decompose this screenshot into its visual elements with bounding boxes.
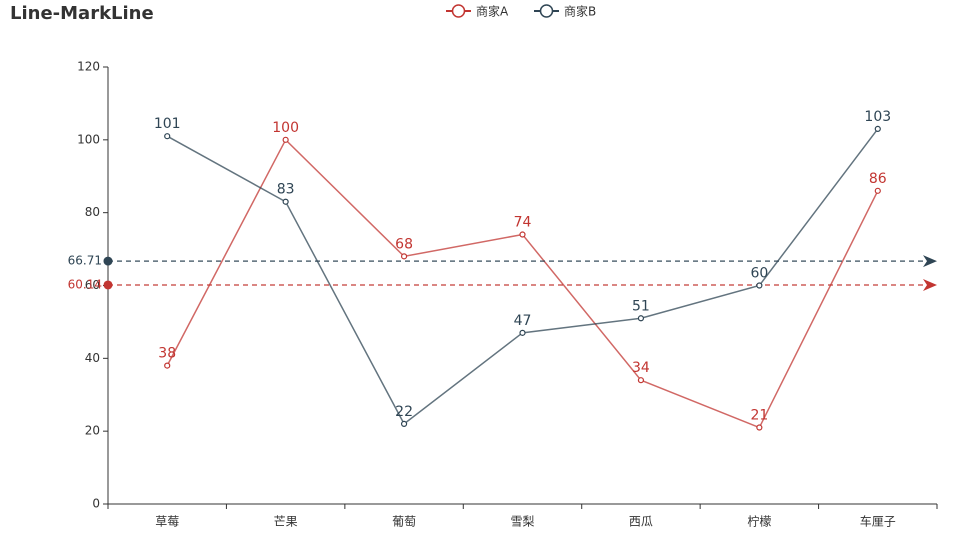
x-tick-label: 草莓 xyxy=(155,515,179,529)
data-label: 101 xyxy=(154,116,181,132)
point xyxy=(400,420,408,427)
legend-label: 商家B xyxy=(564,4,596,19)
data-label: 74 xyxy=(514,215,532,231)
data-label: 60 xyxy=(750,266,768,282)
y-tick-label: 40 xyxy=(85,351,100,365)
x-tick-label: 芒果 xyxy=(274,514,298,529)
y-tick-label: 60 xyxy=(85,278,100,292)
x-tick-label: 西瓜 xyxy=(629,515,653,529)
data-label: 51 xyxy=(632,298,650,314)
data-label: 22 xyxy=(395,404,413,420)
markline-start xyxy=(103,256,113,266)
point xyxy=(756,282,763,289)
markline-label: 60.14 xyxy=(68,277,102,291)
point xyxy=(519,231,526,238)
point xyxy=(756,424,763,431)
x-tick-label: 葡萄 xyxy=(392,515,416,529)
point xyxy=(874,187,881,194)
point xyxy=(164,362,171,369)
y-tick-label: 80 xyxy=(85,205,100,219)
markline-arrow xyxy=(923,278,937,291)
chart-title: Line-MarkLine xyxy=(10,3,154,24)
y-tick-label: 120 xyxy=(77,60,100,74)
series-line xyxy=(166,128,879,426)
y-tick-label: 0 xyxy=(92,497,100,511)
data-label: 34 xyxy=(632,360,650,376)
legend-item[interactable]: 商家A xyxy=(446,4,509,19)
y-tick-label: 100 xyxy=(77,132,100,146)
markline-start xyxy=(103,280,113,290)
point xyxy=(637,315,645,322)
data-label: 100 xyxy=(272,120,299,136)
data-label: 103 xyxy=(864,109,891,125)
legend-marker xyxy=(539,4,554,18)
x-tick-label: 车厘子 xyxy=(860,514,896,529)
markline-arrow xyxy=(923,255,937,268)
data-label: 21 xyxy=(750,408,768,424)
markline-label: 66.71 xyxy=(68,254,102,268)
y-tick-label: 20 xyxy=(85,424,100,438)
data-label: 83 xyxy=(277,182,295,198)
data-label: 38 xyxy=(158,346,176,362)
data-label: 86 xyxy=(869,171,887,187)
data-label: 47 xyxy=(514,313,532,329)
legend-label: 商家A xyxy=(476,4,509,19)
point xyxy=(400,253,408,260)
point xyxy=(282,198,289,205)
legend-item[interactable]: 商家B xyxy=(534,4,596,19)
series-line xyxy=(166,138,879,429)
point xyxy=(282,136,289,143)
x-tick-label: 柠檬 xyxy=(747,514,771,529)
legend-marker xyxy=(451,4,466,18)
point xyxy=(164,133,171,140)
x-tick-label: 雪梨 xyxy=(510,515,534,529)
point xyxy=(874,125,881,133)
point xyxy=(519,329,526,336)
point xyxy=(637,377,645,384)
data-label: 68 xyxy=(395,236,413,252)
